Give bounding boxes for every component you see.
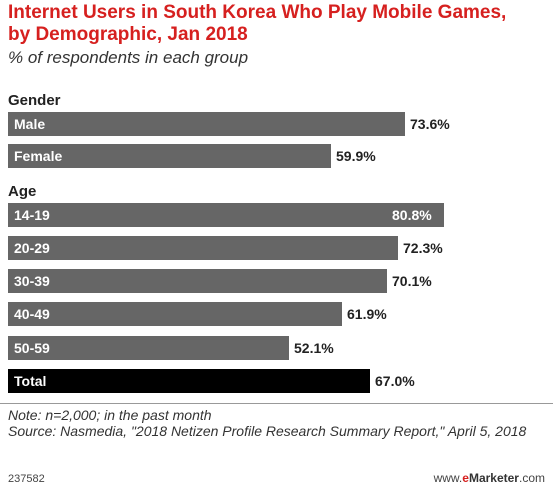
bar-category-label: 40-49 (14, 306, 50, 322)
bar-row-20-29: 20-29 72.3% (8, 236, 548, 260)
bar-female (8, 144, 331, 168)
bar-value-label: 59.9% (336, 148, 376, 164)
footnotes: Note: n=2,000; in the past month Source:… (8, 407, 548, 439)
bar-category-label: 30-39 (14, 273, 50, 289)
brand-suffix: .com (518, 471, 545, 485)
bar-value-label: 80.8% (392, 207, 432, 223)
bar-30-39 (8, 269, 387, 293)
group-label-gender: Gender (8, 92, 61, 109)
bar-row-male: Male 73.6% (8, 112, 548, 136)
bar-row-50-59: 50-59 52.1% (8, 336, 548, 360)
divider (0, 403, 553, 404)
bar-category-label: Total (14, 373, 47, 389)
chart-subtitle: % of respondents in each group (8, 48, 249, 67)
bar-value-label: 72.3% (403, 240, 443, 256)
brand-prefix: www. (433, 471, 463, 485)
bar-category-label: Female (14, 148, 63, 164)
bar-value-label: 73.6% (410, 116, 450, 132)
group-label-age: Age (8, 183, 37, 200)
bar-row-female: Female 59.9% (8, 144, 548, 168)
brand-name: Marketer (468, 471, 519, 485)
bar-row-14-19: 14-19 80.8% (8, 203, 548, 227)
bar-value-label: 70.1% (392, 273, 432, 289)
bar-category-label: 14-19 (14, 207, 50, 223)
chart-title: Internet Users in South Korea Who Play M… (8, 2, 507, 45)
bar-category-label: 50-59 (14, 340, 50, 356)
bar-14-19 (8, 203, 444, 227)
bar-row-40-49: 40-49 61.9% (8, 302, 548, 326)
bar-20-29 (8, 236, 398, 260)
bar-value-label: 52.1% (294, 340, 334, 356)
bar-value-label: 67.0% (375, 373, 415, 389)
bar-row-total: Total 67.0% (8, 369, 548, 393)
bar-total (8, 369, 370, 393)
note-text: Note: n=2,000; in the past month (8, 407, 212, 423)
brand-logo[interactable]: www.eMarketer.com (434, 471, 545, 485)
bar-category-label: Male (14, 116, 46, 132)
bar-row-30-39: 30-39 70.1% (8, 269, 548, 293)
brand-e: e (462, 471, 469, 485)
bar-category-label: 20-29 (14, 240, 50, 256)
bar-50-59 (8, 336, 289, 360)
bar-value-label: 61.9% (347, 306, 387, 322)
bar-40-49 (8, 302, 342, 326)
bar-male (8, 112, 405, 136)
source-text: Source: Nasmedia, "2018 Netizen Profile … (8, 423, 527, 439)
chart-id: 237582 (8, 473, 45, 485)
